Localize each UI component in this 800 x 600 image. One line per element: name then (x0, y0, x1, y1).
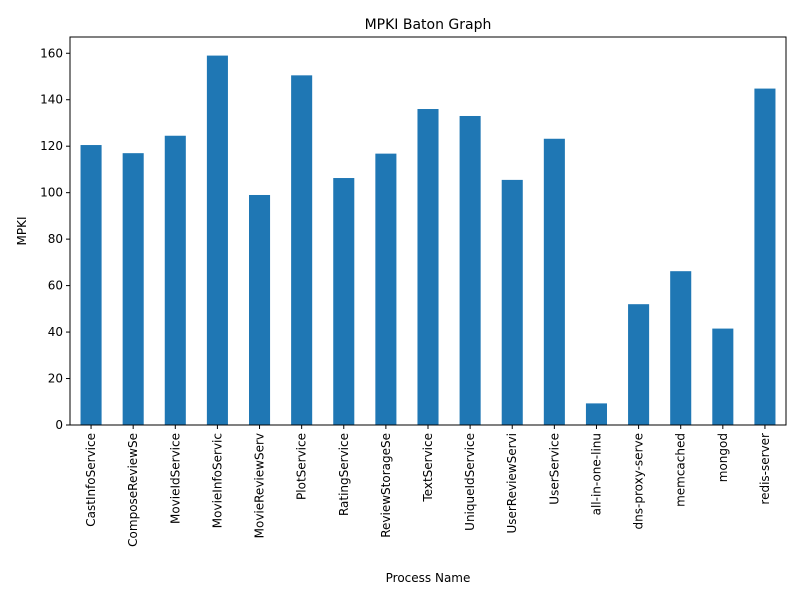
bar (122, 153, 144, 426)
x-tick-label: UserService (547, 433, 561, 505)
x-tick-label: dns-proxy-serve (632, 433, 646, 529)
bar (585, 403, 607, 425)
y-tick-label: 100 (40, 186, 63, 200)
bar (206, 55, 228, 426)
x-tick-label: mongod (716, 433, 730, 482)
x-tick-label: memcached (674, 433, 688, 507)
bar (291, 75, 313, 425)
y-axis-label: MPKI (15, 217, 29, 246)
y-tick-label: 160 (40, 46, 63, 60)
x-tick-label: all-in-one-linu (589, 433, 603, 515)
y-tick-label: 20 (48, 372, 63, 386)
bar (249, 194, 271, 425)
bar (712, 328, 734, 425)
plot-frame (69, 36, 787, 426)
bar (670, 271, 692, 425)
y-axis-ticks: 0 20 40 60 80 100 120 140 160 (40, 46, 70, 432)
bar (417, 109, 439, 426)
x-tick-label: MovieReviewServ (253, 433, 267, 538)
bar (501, 179, 523, 425)
y-tick-label: 60 (48, 279, 63, 293)
bar (754, 88, 776, 425)
y-tick-label: 140 (40, 93, 63, 107)
x-tick-label: redis-server (758, 433, 772, 505)
chart-title: MPKI Baton Graph (365, 17, 492, 33)
x-axis-ticks: CastInfoService ComposeReviewSe MovieIdSer… (84, 425, 772, 547)
y-tick-label: 0 (55, 418, 63, 432)
y-tick-label: 120 (40, 139, 63, 153)
bar (543, 138, 565, 425)
x-tick-label: TextService (421, 433, 435, 503)
bar (80, 145, 102, 426)
bar (459, 115, 481, 426)
x-tick-label: RatingService (337, 433, 351, 516)
x-tick-label: MovieInfoServic (210, 433, 224, 528)
x-tick-label: CastInfoService (84, 433, 98, 527)
x-tick-label: PlotService (295, 433, 309, 500)
x-tick-label: MovieIdService (168, 433, 182, 524)
x-axis-label: Process Name (386, 571, 471, 585)
y-tick-label: 40 (48, 325, 63, 339)
bar (164, 135, 186, 426)
bar (333, 178, 355, 425)
x-tick-label: ComposeReviewSe (126, 433, 140, 547)
x-tick-label: UserReviewServi (505, 433, 519, 534)
x-tick-label: UniqueIdService (463, 433, 477, 531)
y-tick-label: 80 (48, 232, 63, 246)
bar (628, 304, 650, 425)
x-tick-label: ReviewStorageSe (379, 433, 393, 538)
bar (375, 153, 397, 425)
bars-group (80, 55, 776, 426)
